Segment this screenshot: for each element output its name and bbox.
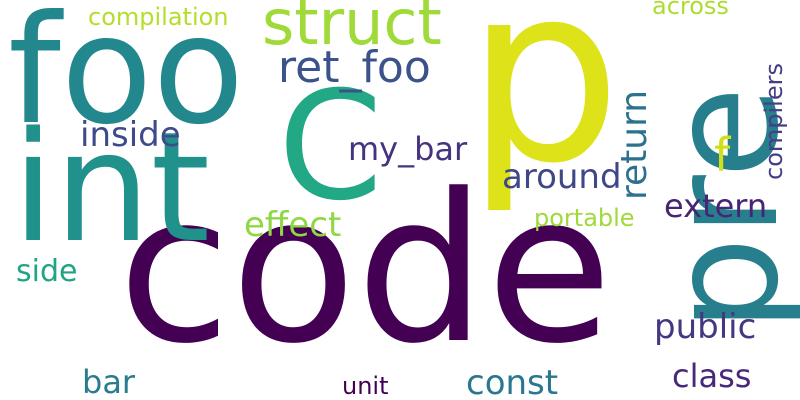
word-extern: extern [664,187,768,225]
word-int: int [12,99,211,276]
word-class: class [672,357,752,395]
word-my-bar: my_bar [348,130,468,168]
word-unit: unit [342,372,389,400]
word-compilation: compilation [88,3,229,31]
word-foo: foo [8,0,245,158]
word-f: f [714,128,731,182]
word-inside: inside [80,115,181,155]
word-effect: effect [244,205,342,245]
word-portable: portable [534,204,635,232]
word-ret-foo: ret_foo [278,42,431,93]
word-around: around [502,157,622,197]
word-across: across [652,0,729,20]
word-side: side [16,254,78,289]
word-code: code [118,151,613,389]
word-c: C [278,60,383,234]
word-compilers: compilers [760,63,788,180]
word-public: public [654,307,757,347]
word-bar: bar [82,363,136,400]
word-const: const [466,363,559,400]
word-p: p [466,0,622,217]
word-struct: struct [262,0,442,59]
word-return: return [614,89,655,200]
